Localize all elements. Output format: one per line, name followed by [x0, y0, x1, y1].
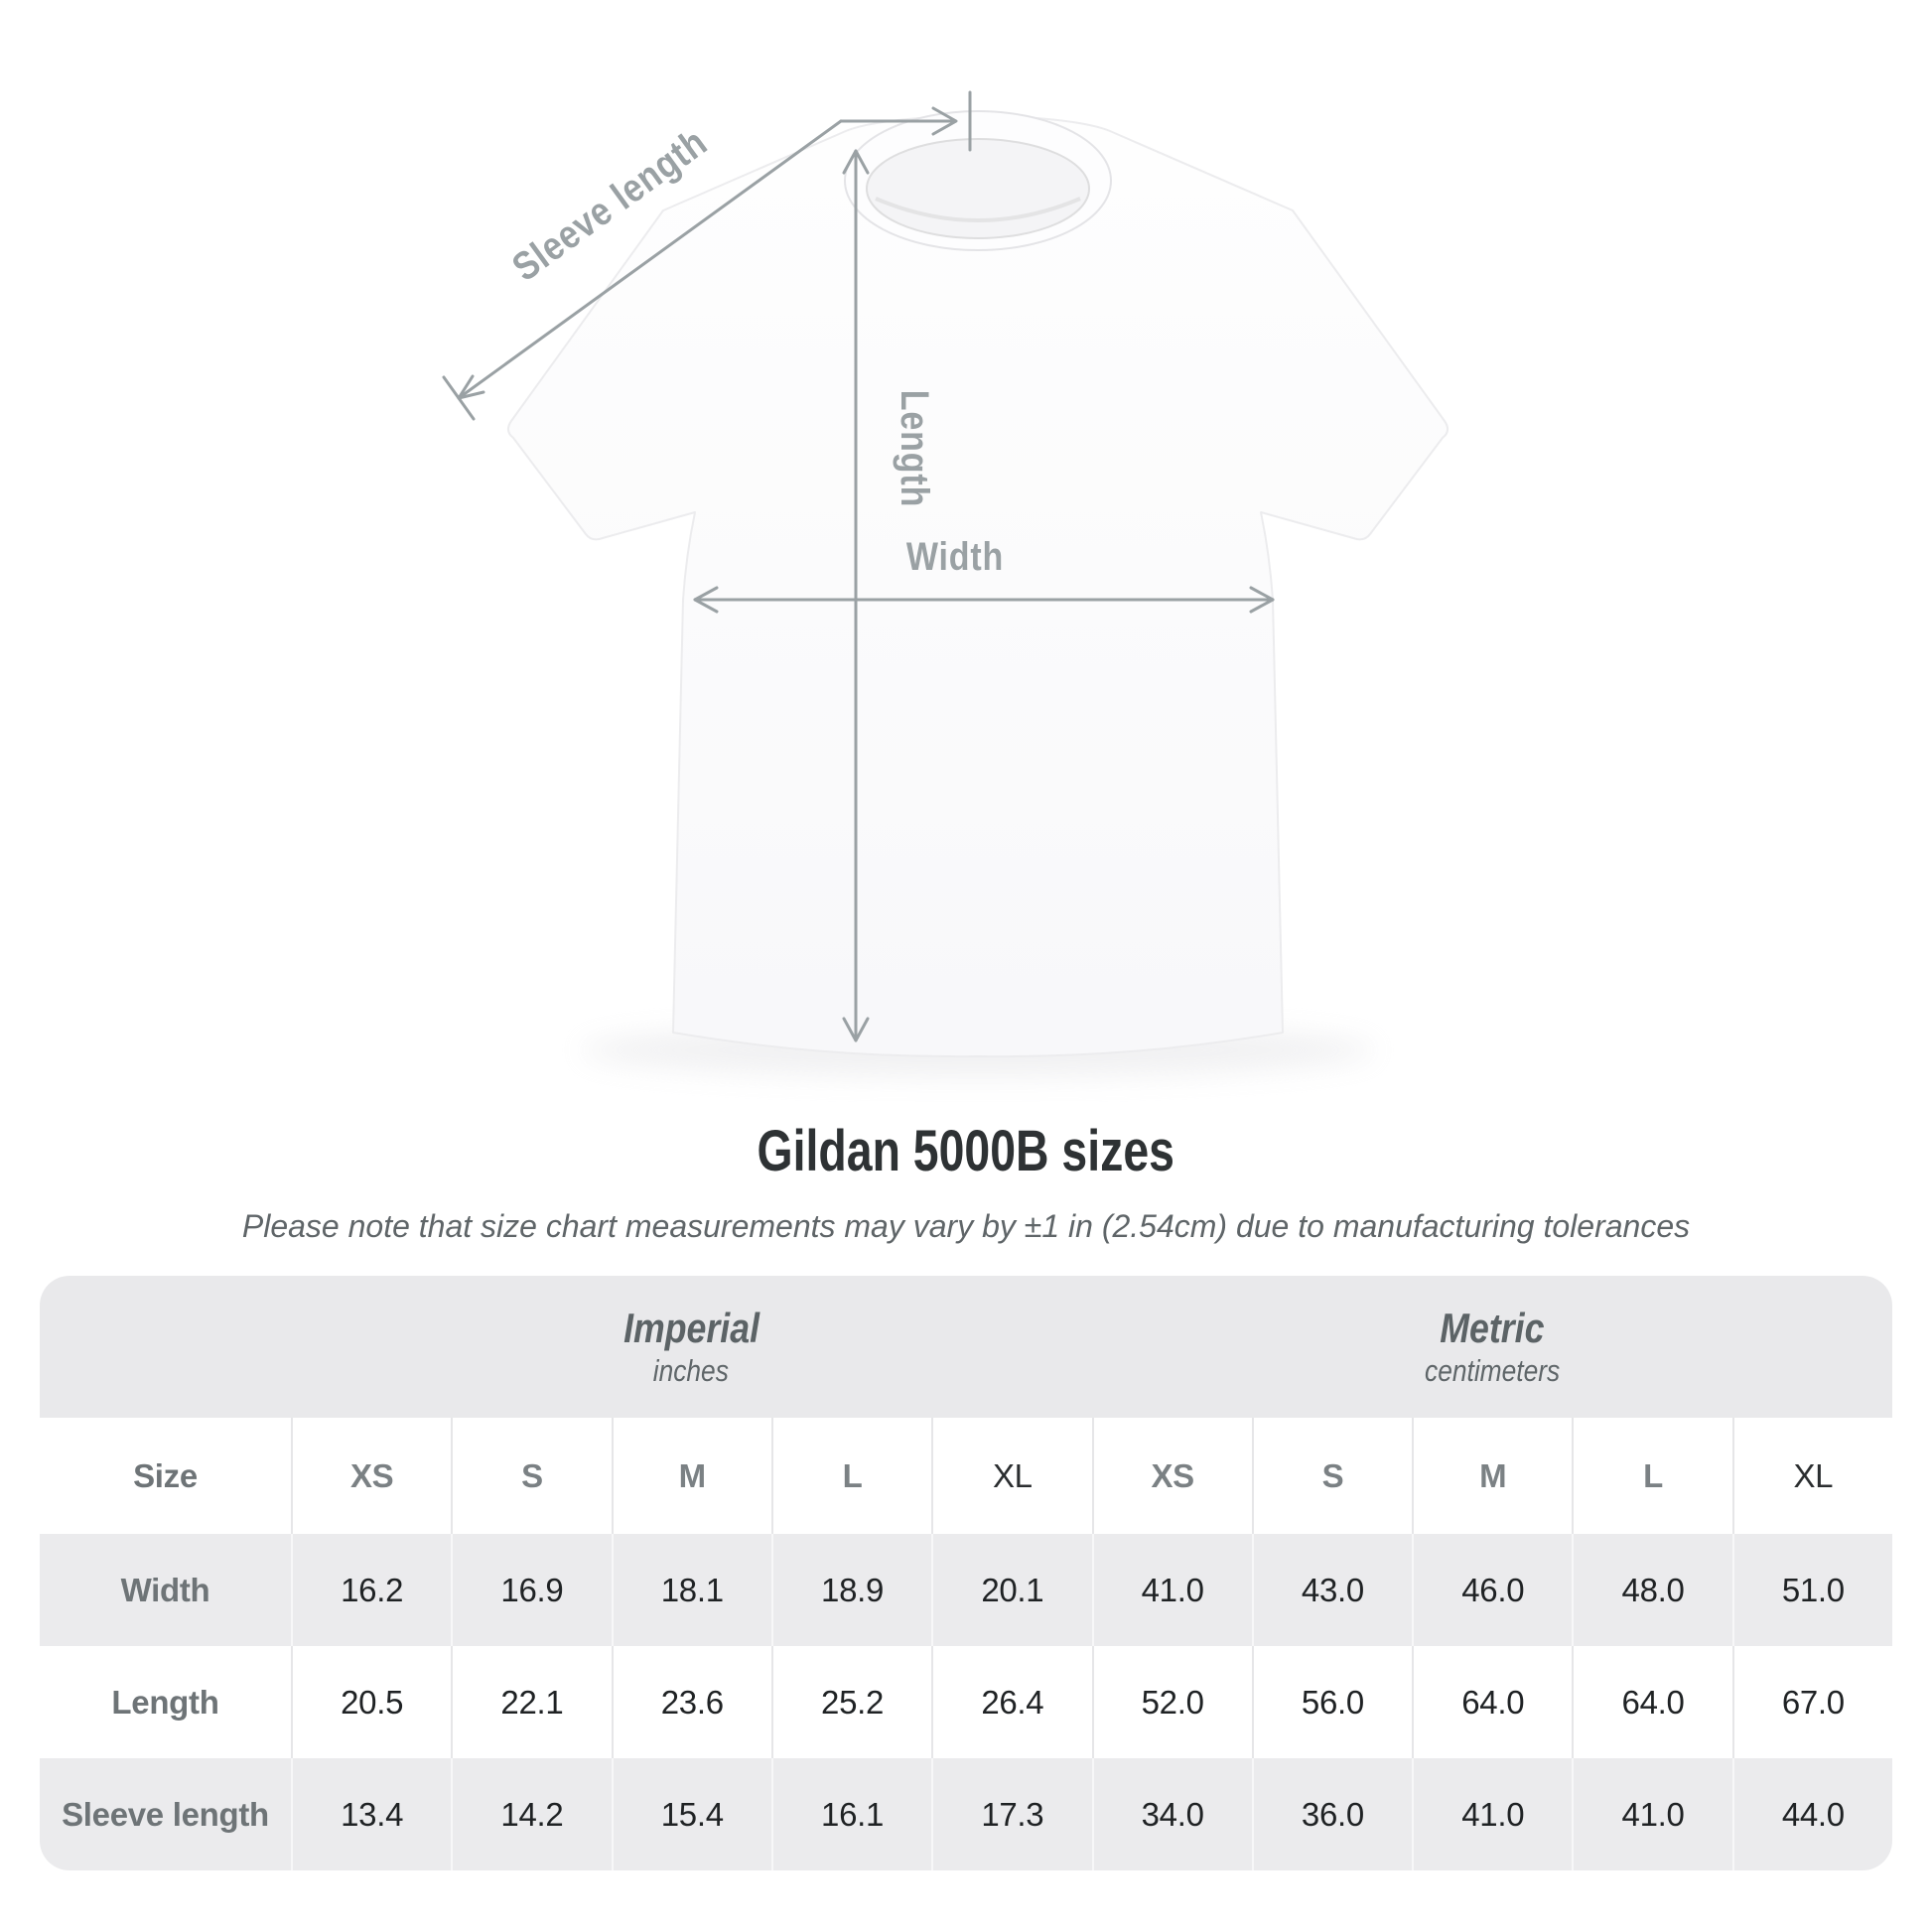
- imperial-label: Imperial: [622, 1305, 759, 1351]
- imperial-value: 16.9: [451, 1534, 611, 1646]
- metric-group: Metric centimeters: [1092, 1276, 1893, 1418]
- imperial-value: 25.2: [770, 1646, 931, 1758]
- imperial-sublabel: inches: [653, 1353, 730, 1388]
- imperial-value: 14.2: [451, 1758, 611, 1870]
- imperial-value: 26.4: [931, 1646, 1091, 1758]
- tshirt-collar-opening: [866, 138, 1090, 239]
- row-label: Length: [111, 1683, 219, 1721]
- imperial-value: 15.4: [611, 1758, 771, 1870]
- metric-value: 34.0: [1091, 1758, 1252, 1870]
- metric-size-header-l: L: [1572, 1418, 1731, 1534]
- metric-size-header-xs: XS: [1091, 1418, 1252, 1534]
- metric-value: 36.0: [1251, 1758, 1412, 1870]
- metric-label: Metric: [1440, 1305, 1545, 1351]
- metric-sublabel: centimeters: [1424, 1353, 1560, 1388]
- imperial-value: 13.4: [291, 1758, 451, 1870]
- row-label: Sleeve length: [62, 1795, 269, 1833]
- metric-value: 52.0: [1091, 1646, 1252, 1758]
- metric-value: 46.0: [1412, 1534, 1572, 1646]
- imperial-size-header-xl: XL: [931, 1418, 1091, 1534]
- row-label: Width: [120, 1571, 210, 1608]
- metric-value: 43.0: [1251, 1534, 1412, 1646]
- imperial-value: 18.9: [770, 1534, 931, 1646]
- metric-value: 44.0: [1731, 1758, 1892, 1870]
- metric-value: 41.0: [1412, 1758, 1572, 1870]
- table-row-length: Length 20.5 22.1 23.6 25.2 26.4 52.0 56.0 64.0 64…: [40, 1646, 1892, 1758]
- imperial-size-header-xs: XS: [291, 1418, 451, 1534]
- metric-value: 56.0: [1251, 1646, 1412, 1758]
- imperial-value: 16.1: [770, 1758, 931, 1870]
- table-row-sleeve-length: Sleeve length 13.4 14.2 15.4 16.1 17.3 34.0 36.…: [40, 1758, 1892, 1870]
- imperial-value: 20.5: [291, 1646, 451, 1758]
- imperial-value: 22.1: [451, 1646, 611, 1758]
- metric-size-header-s: S: [1251, 1418, 1412, 1534]
- tshirt-graphic: [507, 115, 1449, 1058]
- imperial-value: 17.3: [931, 1758, 1091, 1870]
- metric-value: 41.0: [1572, 1758, 1731, 1870]
- page-title: Gildan 5000B sizes: [757, 1119, 1175, 1183]
- imperial-size-header-m: M: [611, 1418, 771, 1534]
- imperial-size-header-s: S: [451, 1418, 611, 1534]
- size-column-header: Size: [133, 1456, 198, 1494]
- imperial-value: 16.2: [291, 1534, 451, 1646]
- imperial-value: 20.1: [931, 1534, 1091, 1646]
- units-band: Imperial inches Metric centimeters: [40, 1276, 1892, 1418]
- metric-value: 67.0: [1731, 1646, 1892, 1758]
- size-header-row: Size XS S M L XL XS S M L XL: [40, 1418, 1892, 1534]
- metric-value: 48.0: [1572, 1534, 1731, 1646]
- imperial-value: 23.6: [611, 1646, 771, 1758]
- tolerance-note: Please note that size chart measurements…: [241, 1208, 1691, 1244]
- metric-value: 64.0: [1572, 1646, 1731, 1758]
- size-table-body: Width 16.2 16.9 18.1 18.9 20.1 41.0 43.0 46.0 48.…: [40, 1534, 1892, 1870]
- width-label: Width: [906, 533, 1004, 578]
- imperial-group: Imperial inches: [291, 1276, 1092, 1418]
- page-title-wrap: Gildan 5000B sizes: [0, 1120, 1932, 1183]
- metric-value: 51.0: [1731, 1534, 1892, 1646]
- metric-value: 41.0: [1091, 1534, 1252, 1646]
- imperial-value: 18.1: [611, 1534, 771, 1646]
- table-row-width: Width 16.2 16.9 18.1 18.9 20.1 41.0 43.0 46.0 48.…: [40, 1534, 1892, 1646]
- sleeve-length-arrow: [442, 90, 972, 421]
- length-label: Length: [893, 390, 937, 507]
- metric-value: 64.0: [1412, 1646, 1572, 1758]
- tshirt-collar-shadow: [875, 197, 1081, 222]
- metric-size-header-m: M: [1412, 1418, 1572, 1534]
- length-arrow: [842, 149, 870, 1042]
- width-arrow: [693, 586, 1275, 614]
- units-band-spacer: [40, 1276, 291, 1418]
- imperial-size-header-l: L: [770, 1418, 931, 1534]
- metric-size-header-xl: XL: [1731, 1418, 1892, 1534]
- tshirt-measurement-diagram: Sleeve length Length Width: [442, 90, 1449, 1076]
- size-table: Imperial inches Metric centimeters Size X…: [40, 1276, 1892, 1870]
